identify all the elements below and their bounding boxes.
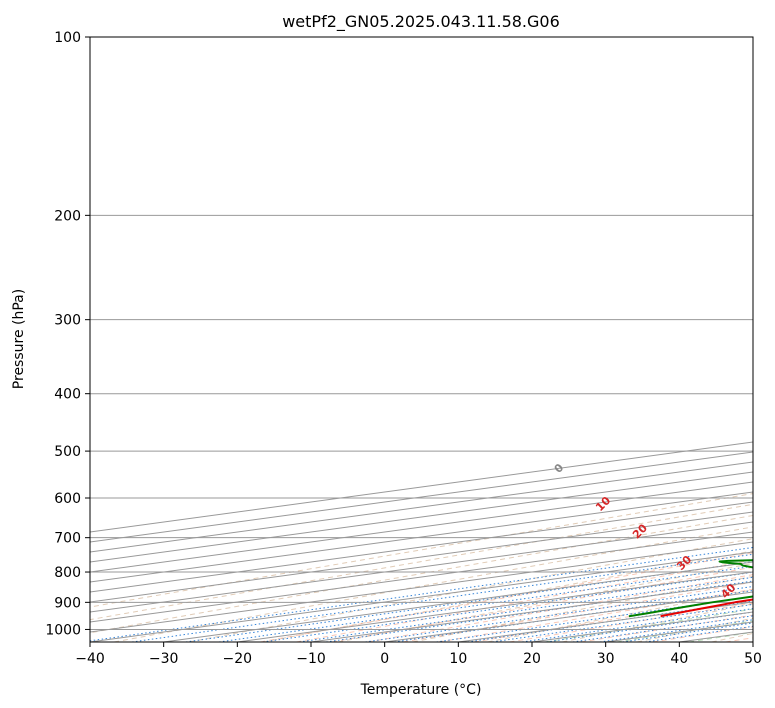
y-tick-label: 600 (54, 491, 81, 507)
moist-adiabat (367, 574, 753, 642)
x-tick-label: −10 (296, 651, 326, 667)
isotherm-line (90, 471, 753, 563)
y-tick-label: 1000 (45, 622, 81, 638)
isobar-gridlines (90, 37, 753, 630)
isotherm-gridlines (90, 441, 753, 642)
x-axis: −40 −30 −20 −10 0 10 20 30 40 50 (75, 642, 762, 667)
dry-adiabat (263, 550, 753, 642)
x-tick-label: 40 (670, 651, 688, 667)
x-tick-label: −20 (223, 651, 253, 667)
x-tick-label: −30 (149, 651, 179, 667)
x-tick-label: 0 (380, 651, 389, 667)
dewpoint-profile-line (628, 559, 753, 618)
dry-adiabat (90, 493, 753, 608)
x-axis-label: Temperature (°C) (360, 682, 482, 698)
y-axis-label: Pressure (hPa) (11, 289, 27, 389)
isotherm-line (90, 491, 753, 583)
chart-title: wetPf2_GN05.2025.043.11.58.G06 (282, 12, 560, 32)
moist-adiabat (403, 581, 753, 642)
isotherm-line (90, 521, 753, 613)
sounding-series (628, 559, 753, 618)
x-tick-label: −40 (75, 651, 105, 667)
isotherm-line (90, 511, 753, 603)
y-axis: 100 200 300 400 500 600 700 800 900 1000 (45, 30, 90, 638)
y-tick-label: 700 (54, 531, 81, 547)
moist-adiabats (260, 552, 753, 642)
isotherm-line (90, 461, 753, 553)
dry-adiabats (90, 493, 753, 642)
isotherm-line (90, 531, 753, 623)
y-tick-label: 300 (54, 313, 81, 329)
y-tick-label: 500 (54, 444, 81, 460)
dry-adiabat (487, 589, 753, 642)
mixing-ratio-line (365, 585, 753, 642)
dry-adiabat (412, 575, 753, 642)
isotherm-line (90, 501, 753, 593)
isotherm-line (90, 451, 753, 543)
dry-adiabat (114, 526, 753, 642)
dry-adiabat (90, 514, 753, 634)
x-tick-label: 50 (744, 651, 762, 667)
y-tick-label: 100 (54, 30, 81, 46)
y-tick-label: 900 (54, 595, 81, 611)
plot-frame (89, 36, 754, 643)
y-tick-label: 800 (54, 565, 81, 581)
y-tick-label: 400 (54, 387, 81, 403)
x-tick-label: 30 (597, 651, 615, 667)
x-tick-label: 20 (523, 651, 541, 667)
mixing-ratio-line (326, 580, 753, 642)
x-tick-label: 10 (449, 651, 467, 667)
isotherm-line (90, 481, 753, 573)
y-tick-label: 200 (54, 208, 81, 224)
mixing-ratio-line (436, 596, 753, 642)
